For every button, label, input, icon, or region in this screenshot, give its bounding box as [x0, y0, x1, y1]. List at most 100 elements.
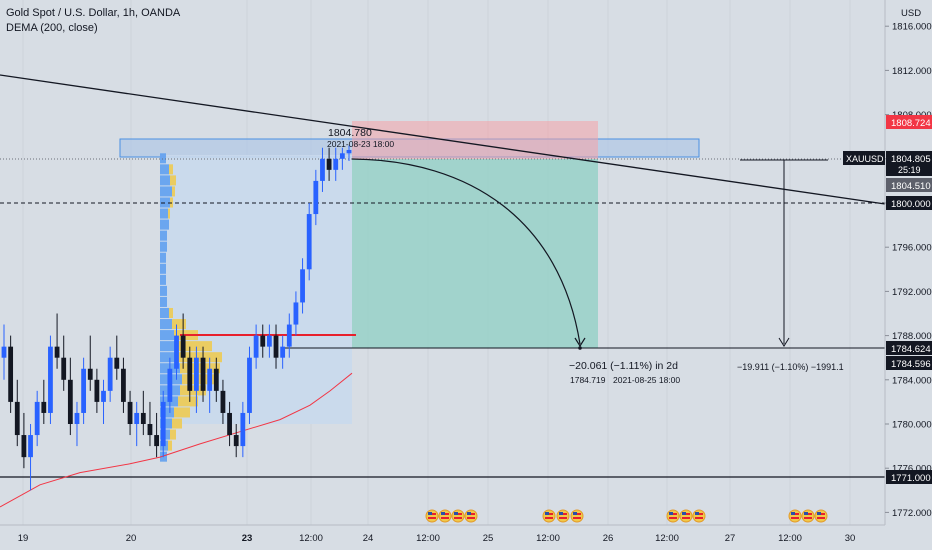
candle — [227, 401, 232, 447]
time-tick-label: 19 — [18, 533, 29, 544]
chart-legend: Gold Spot / U.S. Dollar, 1h, OANDA DEMA … — [6, 6, 180, 36]
time-tick-label: 25 — [483, 533, 494, 544]
time-tick-label: 20 — [126, 533, 137, 544]
candle — [300, 258, 305, 314]
candle — [41, 379, 47, 424]
time-tick-label: 12:00 — [655, 533, 679, 544]
event-flag-icon[interactable] — [788, 509, 802, 523]
candle — [280, 335, 286, 369]
price-tick-label: 1816.000 — [892, 22, 932, 33]
time-tick-label: 24 — [363, 533, 374, 544]
event-flag-icon[interactable] — [814, 509, 828, 523]
candle — [28, 424, 33, 491]
indicator-label[interactable]: DEMA (200, close) — [6, 22, 98, 34]
time-tick-label: 12:00 — [536, 533, 560, 544]
candle — [293, 291, 299, 336]
candle — [81, 357, 87, 424]
economic-events[interactable] — [425, 509, 828, 523]
candle — [94, 368, 100, 413]
price-tick-label: 1792.000 — [892, 287, 932, 298]
time-tick-label: 26 — [603, 533, 614, 544]
current-price-badge: 1804.805 — [891, 154, 931, 165]
candle — [200, 346, 206, 402]
high-time-label: 2021-08-23 18:00 — [327, 139, 394, 149]
candle — [48, 335, 53, 424]
stop-price-badge: 1808.724 — [891, 118, 931, 129]
price-tick-label: 1812.000 — [892, 66, 932, 77]
candle — [87, 335, 93, 391]
measure-arrowhead — [778, 337, 790, 347]
candle — [313, 169, 319, 226]
candle — [107, 346, 113, 402]
candle — [194, 346, 199, 413]
projection-label: −20.061 (−1.11%) in 2d — [569, 360, 678, 372]
candle — [207, 357, 213, 413]
dema-line — [0, 372, 353, 508]
time-tick-label: 30 — [845, 533, 856, 544]
projection-time-label: 2021-08-25 18:00 — [613, 375, 680, 385]
candle — [114, 335, 120, 380]
candle — [326, 147, 332, 181]
candle — [147, 401, 153, 447]
event-flag-icon[interactable] — [556, 509, 570, 523]
candle — [154, 412, 159, 458]
candle — [101, 379, 106, 424]
level-1800-badge: 1800.000 — [891, 199, 931, 210]
take-profit-zone — [352, 159, 598, 348]
bid-price-badge: 1804.510 — [891, 181, 931, 192]
projection-end-dot — [578, 346, 582, 350]
candle — [247, 346, 252, 424]
symbol-title[interactable]: Gold Spot / U.S. Dollar, 1h, OANDA — [6, 7, 181, 19]
candle — [220, 379, 226, 424]
projection-arc — [351, 158, 581, 345]
event-flag-icon[interactable] — [425, 509, 439, 523]
candle — [1, 324, 7, 380]
candle — [273, 324, 279, 369]
price-tick-label: 1784.000 — [892, 375, 932, 386]
candle — [174, 324, 179, 380]
target-price-badge: 1784.624 — [891, 344, 931, 355]
candle — [8, 335, 14, 413]
dema-path — [0, 372, 353, 508]
event-flag-icon[interactable] — [542, 509, 556, 523]
range-measure-label: −19.911 (−1.10%) −1991.1 — [737, 362, 844, 372]
time-tick-label: 23 — [242, 533, 253, 544]
candle — [253, 324, 259, 369]
candle — [121, 357, 126, 413]
event-flag-icon[interactable] — [464, 509, 478, 523]
event-flag-icon[interactable] — [801, 509, 815, 523]
event-flag-icon[interactable] — [692, 509, 706, 523]
candle — [167, 357, 173, 413]
price-axis[interactable]: 1816.0001812.0001808.0001804.0001800.000… — [884, 0, 932, 550]
time-tick-label: 12:00 — [778, 533, 802, 544]
candle — [266, 324, 272, 358]
candle — [320, 147, 325, 192]
candle — [160, 390, 166, 458]
candle — [306, 203, 312, 281]
event-flag-icon[interactable] — [438, 509, 452, 523]
candle — [339, 147, 345, 170]
price-tick-label: 1788.000 — [892, 331, 932, 342]
price-tick-label: 1772.000 — [892, 508, 932, 519]
candle — [240, 401, 246, 458]
candle — [140, 390, 146, 436]
symbol-badge: XAUUSD — [846, 154, 884, 164]
candle — [21, 412, 27, 469]
event-flag-icon[interactable] — [679, 509, 693, 523]
time-axis[interactable]: 19 20 23 12:00 24 12:00 25 12:00 26 12:00 27 12:00 3… — [0, 524, 885, 544]
event-flag-icon[interactable] — [570, 509, 584, 523]
candle — [74, 401, 80, 447]
price-tick-label: 1780.000 — [892, 420, 932, 431]
candle — [67, 357, 73, 436]
level-1771-badge: 1771.000 — [891, 473, 931, 484]
price-tick-label: 1796.000 — [892, 243, 932, 254]
time-tick-label: 12:00 — [299, 533, 323, 544]
event-flag-icon[interactable] — [451, 509, 465, 523]
time-tick-label: 27 — [725, 533, 736, 544]
event-flag-icon[interactable] — [666, 509, 680, 523]
price-badges: 1808.724 XAUUSD 1804.805 25:19 1804.510 … — [843, 115, 932, 484]
candle — [286, 313, 292, 358]
candle — [61, 335, 67, 391]
currency-label: USD — [901, 8, 921, 19]
